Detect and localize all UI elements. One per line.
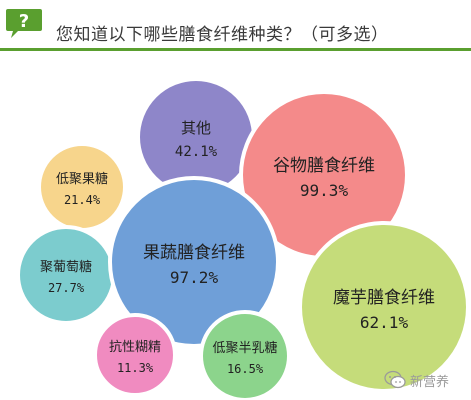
bubble-label: 果蔬膳食纤维 <box>143 243 245 263</box>
question-badge-symbol: ? <box>19 11 29 32</box>
bubble-circle <box>199 310 291 400</box>
bubble-value: 16.5% <box>227 362 264 376</box>
bubble-circle <box>16 225 116 325</box>
bubble-label: 低聚果糖 <box>56 171 108 187</box>
bubble: 低聚半乳糖 16.5% <box>199 310 291 400</box>
header-divider <box>0 48 471 51</box>
bubble: 聚葡萄糖 27.7% <box>16 225 116 325</box>
bubble-label: 谷物膳食纤维 <box>273 156 375 176</box>
bubble-value: 21.4% <box>64 193 101 207</box>
bubble-value: 62.1% <box>360 313 409 332</box>
bubble: 魔芋膳食纤维 62.1% <box>298 221 470 393</box>
bubble-value: 27.7% <box>48 281 85 295</box>
watermark: 新营养 <box>384 368 466 392</box>
question-mark-icon: ? <box>6 9 42 38</box>
bubble-label: 其他 <box>181 119 211 137</box>
bubble: 果蔬膳食纤维 97.2% <box>108 176 280 348</box>
bubble-circle <box>37 142 127 232</box>
bubble-value: 97.2% <box>170 268 219 287</box>
bubble: 低聚果糖 21.4% <box>37 142 127 232</box>
question-header: ? 您知道以下哪些膳食纤维种类？（可多选） <box>0 0 471 56</box>
bubble-label: 聚葡萄糖 <box>40 259 92 275</box>
bubble-label: 低聚半乳糖 <box>212 340 277 356</box>
wechat-icon <box>384 370 406 389</box>
watermark-text: 新营养 <box>410 375 450 390</box>
bubble-circle <box>108 176 280 348</box>
bubble-label: 魔芋膳食纤维 <box>333 288 435 308</box>
question-title: 您知道以下哪些膳食纤维种类？（可多选） <box>56 25 389 45</box>
bubble-label: 抗性糊精 <box>109 339 161 355</box>
bubble: 抗性糊精 11.3% <box>93 313 177 397</box>
bubble-circle <box>298 221 470 393</box>
bubble-value: 42.1% <box>175 144 218 160</box>
bubble-circle <box>93 313 177 397</box>
bubble-value: 11.3% <box>117 361 154 375</box>
bubble: 谷物膳食纤维 99.3% <box>239 90 409 260</box>
bubble-value: 99.3% <box>300 181 349 200</box>
